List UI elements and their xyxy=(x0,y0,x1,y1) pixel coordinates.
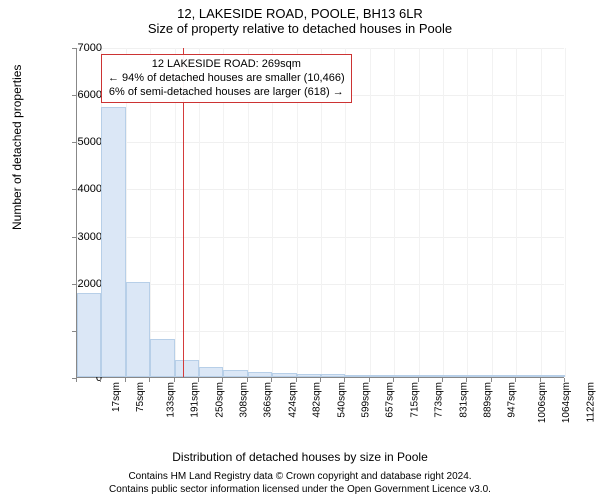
histogram-bar xyxy=(492,375,516,377)
histogram-bar xyxy=(321,374,345,377)
x-tick-label: 250sqm xyxy=(214,382,226,418)
x-tick-label: 715sqm xyxy=(409,382,421,418)
histogram-bar xyxy=(272,373,296,377)
plot-area: 12 LAKESIDE ROAD: 269sqm← 94% of detache… xyxy=(76,48,564,378)
histogram-bar xyxy=(370,375,394,377)
x-tick-label: 191sqm xyxy=(190,382,202,418)
x-tick-label: 424sqm xyxy=(287,382,299,418)
annotation-box: 12 LAKESIDE ROAD: 269sqm← 94% of detache… xyxy=(101,54,352,103)
x-tick-label: 773sqm xyxy=(434,382,446,418)
y-tick-label: 2000 xyxy=(58,278,102,290)
x-tick-label: 482sqm xyxy=(312,382,324,418)
y-tick-label: 5000 xyxy=(58,136,102,148)
chart-header: 12, LAKESIDE ROAD, POOLE, BH13 6LR Size … xyxy=(0,0,600,36)
x-tick-label: 366sqm xyxy=(263,382,275,418)
y-axis-label: Number of detached properties xyxy=(10,65,24,230)
attribution-line-2: Contains public sector information licen… xyxy=(0,483,600,496)
x-tick-label: 831sqm xyxy=(458,382,470,418)
x-tick-label: 17sqm xyxy=(111,382,123,412)
sub-title: Size of property relative to detached ho… xyxy=(0,21,600,36)
histogram-bar xyxy=(199,367,223,377)
attribution: Contains HM Land Registry data © Crown c… xyxy=(0,470,600,496)
sup-title: 12, LAKESIDE ROAD, POOLE, BH13 6LR xyxy=(0,6,600,21)
x-tick-label: 657sqm xyxy=(385,382,397,418)
histogram-bar xyxy=(150,339,174,377)
x-tick-label: 75sqm xyxy=(135,382,147,412)
x-tick-label: 889sqm xyxy=(483,382,495,418)
histogram-bar xyxy=(419,375,443,377)
annotation-line: 12 LAKESIDE ROAD: 269sqm xyxy=(108,58,345,72)
annotation-line: ← 94% of detached houses are smaller (10… xyxy=(108,72,345,86)
histogram-bar xyxy=(248,372,272,377)
x-tick-label: 1064sqm xyxy=(561,382,573,423)
x-tick-label: 133sqm xyxy=(165,382,177,418)
histogram-bar xyxy=(297,374,321,377)
histogram-bar xyxy=(77,293,101,377)
y-tick-label: 4000 xyxy=(58,183,102,195)
y-tick-label: 6000 xyxy=(58,89,102,101)
histogram-bar xyxy=(467,375,491,377)
histogram-bar xyxy=(516,375,540,377)
histogram-bar xyxy=(175,360,199,377)
histogram-bar xyxy=(541,375,565,377)
annotation-line: 6% of semi-detached houses are larger (6… xyxy=(108,86,345,100)
x-tick-label: 1122sqm xyxy=(585,382,597,422)
histogram-bar xyxy=(345,375,369,377)
x-tick-label: 540sqm xyxy=(336,382,348,418)
attribution-line-1: Contains HM Land Registry data © Crown c… xyxy=(0,470,600,483)
x-tick-label: 1006sqm xyxy=(537,382,549,423)
x-tick-label: 947sqm xyxy=(507,382,519,418)
y-tick-label: 3000 xyxy=(58,231,102,243)
x-tick-label: 599sqm xyxy=(361,382,373,418)
x-axis-label: Distribution of detached houses by size … xyxy=(0,450,600,464)
histogram-chart: 12 LAKESIDE ROAD: 269sqm← 94% of detache… xyxy=(56,42,576,422)
histogram-bar xyxy=(394,375,418,377)
histogram-bar xyxy=(101,107,125,377)
x-tick-label: 308sqm xyxy=(239,382,251,418)
histogram-bar xyxy=(126,282,150,377)
histogram-bar xyxy=(443,375,467,377)
y-tick-label: 7000 xyxy=(58,42,102,54)
histogram-bar xyxy=(223,370,247,377)
